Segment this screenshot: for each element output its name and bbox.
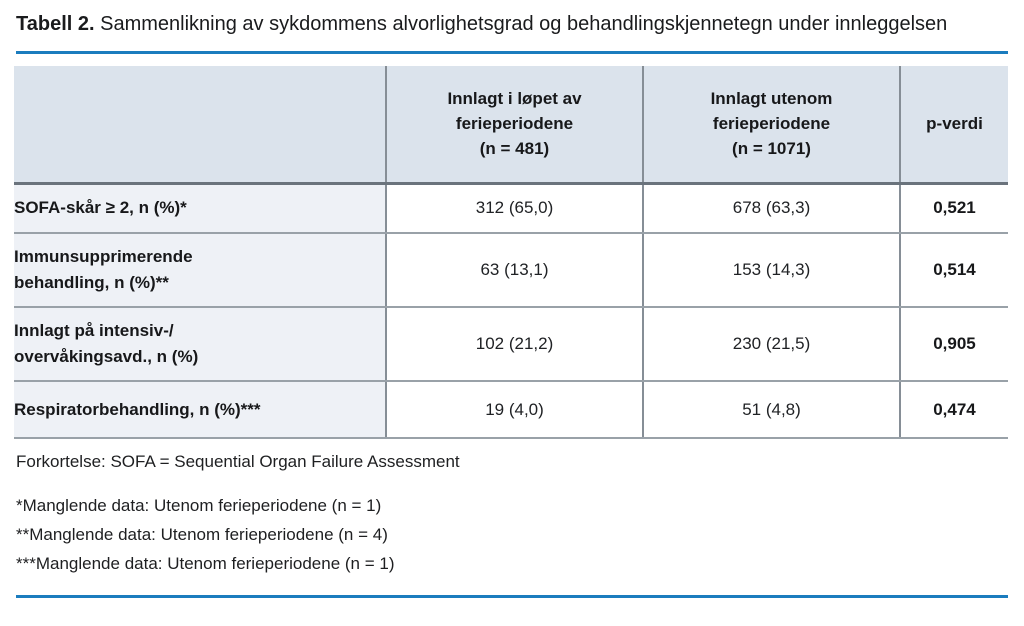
header-cell-during-holidays: Innlagt i løpet av ferieperiodene (n = 4… — [385, 66, 643, 185]
comparison-table: Innlagt i løpet av ferieperiodene (n = 4… — [14, 66, 1008, 439]
abbreviation-note: Forkortelse: SOFA = Sequential Organ Fai… — [16, 452, 460, 471]
table-row: Respiratorbehandling, n (%)*** 19 (4,0) … — [14, 381, 1008, 439]
p-value-cell: 0,514 — [899, 233, 1008, 308]
row-label-sofa: SOFA-skår ≥ 2, n (%)* — [14, 183, 386, 234]
table-title-text: Sammenlikning av sykdommens alvorlighets… — [94, 13, 948, 35]
header-row: Innlagt i løpet av ferieperiodene (n = 4… — [14, 66, 1008, 185]
p-value-cell: 0,905 — [899, 307, 1008, 382]
table-row: Immunsupprimerende behandling, n (%)** 6… — [14, 233, 1008, 308]
table-row: SOFA-skår ≥ 2, n (%)* 312 (65,0) 678 (63… — [14, 183, 1008, 234]
table-title: Tabell 2. Sammenlikning av sykdommens al… — [16, 10, 996, 39]
p-value-cell: 0,521 — [899, 183, 1008, 234]
value-cell: 102 (21,2) — [385, 307, 643, 382]
row-label-icu: Innlagt på intensiv-/ overvåkingsavd., n… — [14, 307, 386, 382]
footnote-double-asterisk: **Manglende data: Utenom ferieperiodene … — [16, 525, 388, 544]
value-cell: 19 (4,0) — [385, 381, 643, 439]
value-cell: 51 (4,8) — [642, 381, 900, 439]
value-cell: 230 (21,5) — [642, 307, 900, 382]
table-body: SOFA-skår ≥ 2, n (%)* 312 (65,0) 678 (63… — [14, 183, 1008, 439]
p-value-cell: 0,474 — [899, 381, 1008, 439]
footnote-single-asterisk: *Manglende data: Utenom ferieperiodene (… — [16, 496, 382, 515]
footnotes-block: *Manglende data: Utenom ferieperiodene (… — [16, 491, 1008, 578]
header-cell-empty — [14, 66, 386, 185]
bottom-divider-rule — [16, 595, 1008, 598]
row-label-ventilator: Respiratorbehandling, n (%)*** — [14, 381, 386, 439]
top-divider-rule — [16, 51, 1008, 54]
value-cell: 678 (63,3) — [642, 183, 900, 234]
value-cell: 63 (13,1) — [385, 233, 643, 308]
header-cell-outside-holidays: Innlagt utenom ferieperiodene (n = 1071) — [642, 66, 900, 185]
header-cell-p-value: p-verdi — [899, 66, 1008, 185]
table-header: Innlagt i løpet av ferieperiodene (n = 4… — [14, 66, 1008, 185]
row-label-immunosuppressive: Immunsupprimerende behandling, n (%)** — [14, 233, 386, 308]
table-row: Innlagt på intensiv-/ overvåkingsavd., n… — [14, 307, 1008, 382]
footnote-triple-asterisk: ***Manglende data: Utenom ferieperiodene… — [16, 554, 395, 573]
value-cell: 312 (65,0) — [385, 183, 643, 234]
table-title-number: Tabell 2. — [16, 13, 95, 35]
value-cell: 153 (14,3) — [642, 233, 900, 308]
